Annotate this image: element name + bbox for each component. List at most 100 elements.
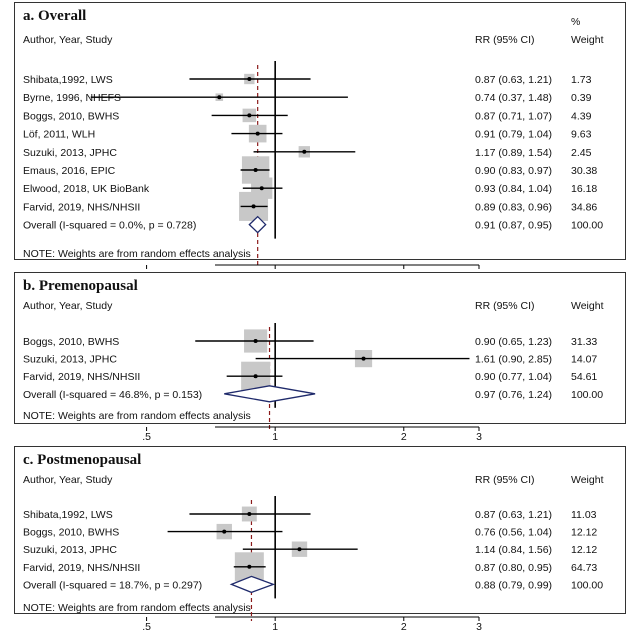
study-ci-text: 1.14 (0.84, 1.56)	[475, 544, 552, 556]
study-point	[297, 547, 302, 552]
study-weight-text: 12.12	[571, 544, 597, 556]
overall-ci-text: 0.97 (0.76, 1.24)	[475, 389, 552, 401]
x-tick-label: 1	[272, 431, 278, 443]
overall-diamond	[248, 215, 267, 234]
study-point	[302, 149, 307, 154]
study-point	[247, 564, 252, 569]
forest-plot-premenopausal: Author, Year, Study RR (95% CI) Weight Bogg…	[23, 300, 604, 443]
forest-panel-postmenopausal: c. Postmenopausal Author, Year, Study RR …	[14, 446, 626, 633]
study-weight-text: 16.18	[571, 183, 597, 195]
overall-diamond	[224, 385, 316, 403]
study-weight-text: 30.38	[571, 165, 597, 177]
study-label: Farvid, 2019, NHS/NHSII	[23, 562, 140, 574]
x-tick-label: .5	[142, 431, 151, 443]
study-weight-text: 0.39	[571, 92, 592, 104]
forest-plot-overall: Author, Year, Study RR (95% CI)% Weight Shi…	[23, 16, 604, 285]
study-ci-text: 0.87 (0.80, 0.95)	[475, 562, 552, 574]
study-ci-text: 0.87 (0.63, 1.21)	[475, 509, 552, 521]
header-rr: RR (95% CI)	[475, 34, 535, 46]
x-tick-label: 2	[401, 621, 407, 633]
study-label: Suzuki, 2013, JPHC	[23, 544, 117, 556]
weights-note: NOTE: Weights are from random effects an…	[23, 602, 251, 614]
study-label: Byrne, 1996, NHEFS	[23, 92, 121, 104]
overall-weight-text: 100.00	[571, 220, 603, 232]
study-point	[259, 186, 264, 191]
header-weight: Weight	[571, 34, 604, 46]
study-ci-text: 0.90 (0.83, 0.97)	[475, 165, 552, 177]
study-ci-text: 0.89 (0.83, 0.96)	[475, 201, 552, 213]
study-point	[222, 529, 227, 534]
weights-note: NOTE: Weights are from random effects an…	[23, 248, 251, 260]
study-weight-text: 34.86	[571, 201, 597, 213]
overall-weight-text: 100.00	[571, 579, 603, 591]
study-weight-text: 11.03	[571, 509, 597, 521]
study-label: Emaus, 2016, EPIC	[23, 165, 116, 177]
overall-ci-text: 0.88 (0.79, 0.99)	[475, 579, 552, 591]
study-ci-text: 0.74 (0.37, 1.48)	[475, 92, 552, 104]
study-point	[253, 374, 258, 379]
x-tick-label: 2	[401, 431, 407, 443]
study-ci-text: 0.76 (0.56, 1.04)	[475, 527, 552, 539]
study-label: Boggs, 2010, BWHS	[23, 110, 119, 122]
header-author: Author, Year, Study	[23, 300, 113, 312]
study-ci-text: 0.87 (0.63, 1.21)	[475, 74, 552, 86]
panel-title: c. Postmenopausal	[23, 452, 142, 468]
study-ci-text: 1.17 (0.89, 1.54)	[475, 147, 552, 159]
study-point	[247, 77, 252, 81]
study-label: Farvid, 2019, NHS/NHSII	[23, 201, 140, 213]
header-weight: Weight	[571, 300, 604, 312]
x-tick-label: .5	[142, 621, 151, 633]
study-label: Farvid, 2019, NHS/NHSII	[23, 371, 140, 383]
study-label: Shibata,1992, LWS	[23, 509, 113, 521]
study-label: Suzuki, 2013, JPHC	[23, 147, 117, 159]
study-weight-text: 2.45	[571, 147, 592, 159]
study-label: Elwood, 2018, UK BioBank	[23, 183, 150, 195]
study-label: Löf, 2011, WLH	[23, 129, 95, 141]
study-weight-text: 4.39	[571, 110, 592, 122]
study-ci-text: 1.61 (0.90, 2.85)	[475, 354, 552, 366]
header-weight-pct: %	[571, 16, 580, 28]
overall-ci-text: 0.91 (0.87, 0.95)	[475, 220, 552, 232]
overall-label: Overall (I-squared = 18.7%, p = 0.297)	[23, 579, 202, 591]
header-rr: RR (95% CI)	[475, 300, 535, 312]
panel-title: b. Premenopausal	[23, 278, 138, 294]
overall-diamond	[229, 575, 276, 594]
overall-label: Overall (I-squared = 46.8%, p = 0.153)	[23, 389, 202, 401]
study-weight-text: 1.73	[571, 74, 592, 86]
study-point	[255, 131, 260, 136]
header-author: Author, Year, Study	[23, 34, 113, 46]
overall-weight-text: 100.00	[571, 389, 603, 401]
forest-panel-overall: a. Overall Author, Year, Study RR (95% CI…	[14, 2, 626, 285]
overall-label: Overall (I-squared = 0.0%, p = 0.728)	[23, 220, 196, 232]
x-tick-label: 1	[272, 621, 278, 633]
forest-panel-premenopausal: b. Premenopausal Author, Year, Study RR (…	[14, 272, 626, 443]
forest-plot-postmenopausal: Author, Year, Study RR (95% CI) Weight Shib…	[23, 474, 604, 633]
study-ci-text: 0.87 (0.71, 1.07)	[475, 110, 552, 122]
study-weight-text: 54.61	[571, 371, 597, 383]
header-author: Author, Year, Study	[23, 474, 113, 486]
study-point	[251, 204, 256, 209]
study-weight-text: 31.33	[571, 336, 597, 348]
study-point	[247, 512, 252, 516]
study-ci-text: 0.90 (0.65, 1.23)	[475, 336, 552, 348]
panel-title: a. Overall	[23, 8, 87, 24]
study-label: Suzuki, 2013, JPHC	[23, 354, 117, 366]
study-weight-text: 9.63	[571, 129, 592, 141]
study-point	[217, 95, 222, 100]
study-label: Shibata,1992, LWS	[23, 74, 113, 86]
study-weight-text: 12.12	[571, 527, 597, 539]
study-point	[253, 339, 258, 343]
study-ci-text: 0.91 (0.79, 1.04)	[475, 129, 552, 141]
study-label: Boggs, 2010, BWHS	[23, 527, 119, 539]
study-ci-text: 0.93 (0.84, 1.04)	[475, 183, 552, 195]
study-point	[253, 168, 258, 172]
study-label: Boggs, 2010, BWHS	[23, 336, 119, 348]
weights-note: NOTE: Weights are from random effects an…	[23, 410, 251, 422]
study-point	[361, 356, 366, 361]
header-rr: RR (95% CI)	[475, 474, 535, 486]
study-weight-text: 64.73	[571, 562, 597, 574]
x-tick-label: 3	[476, 431, 482, 443]
study-point	[247, 113, 252, 118]
header-weight: Weight	[571, 474, 604, 486]
study-weight-text: 14.07	[571, 354, 597, 366]
